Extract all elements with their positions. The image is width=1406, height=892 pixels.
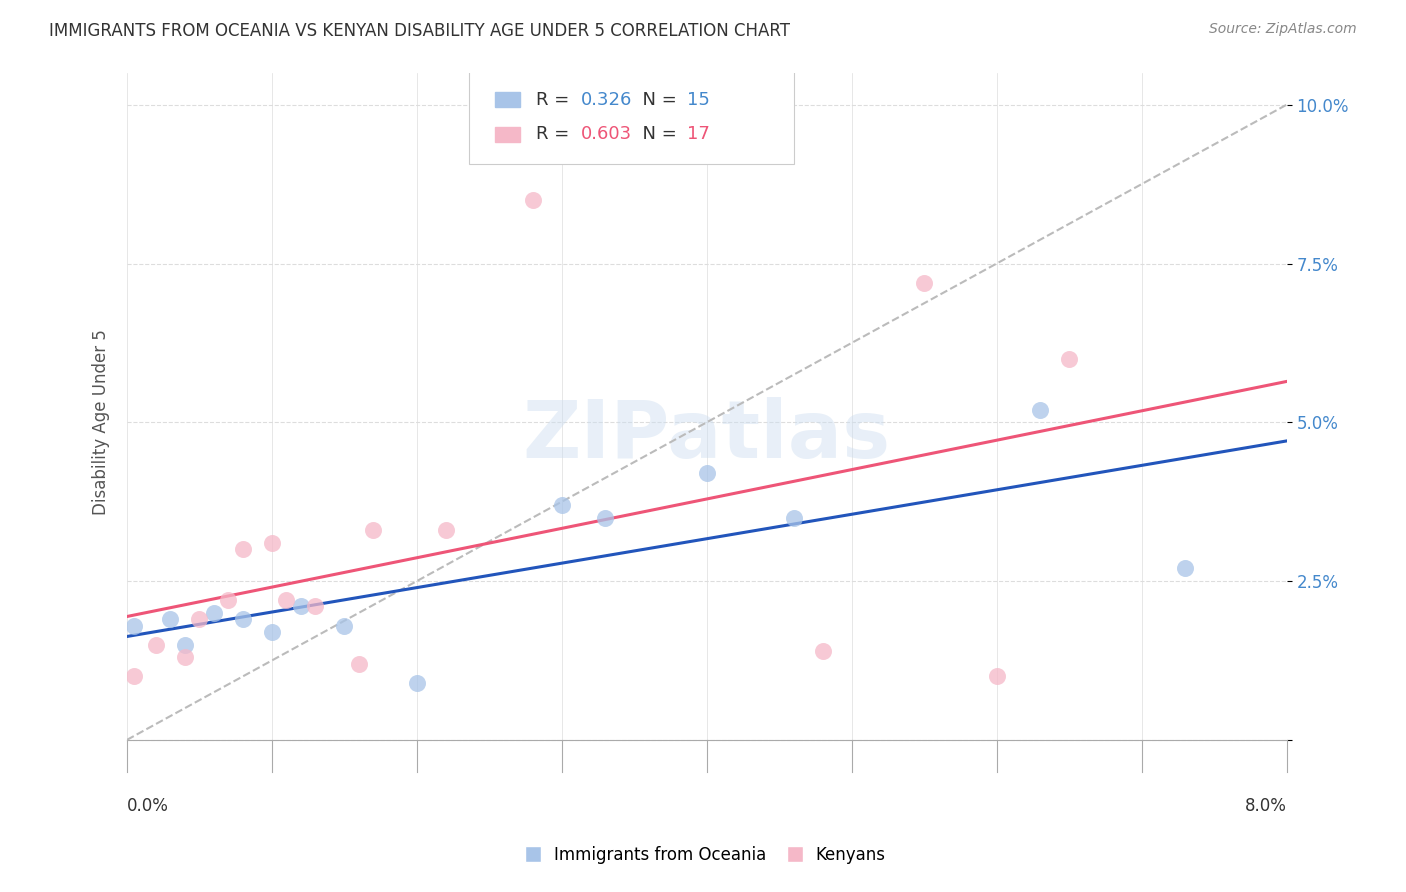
Text: 0.603: 0.603 (581, 126, 631, 144)
Point (232, 612, 254, 626)
FancyBboxPatch shape (470, 70, 794, 164)
Text: N =: N = (631, 90, 683, 109)
Point (1029, 402, 1052, 417)
Point (986, 669, 1008, 683)
Point (174, 638, 197, 652)
Text: N =: N = (631, 126, 683, 144)
Point (347, 657, 370, 671)
Text: 15: 15 (688, 90, 710, 109)
Text: R =: R = (536, 126, 575, 144)
Legend: Immigrants from Oceania, Kenyans: Immigrants from Oceania, Kenyans (513, 839, 893, 871)
Point (260, 536, 283, 550)
Text: IMMIGRANTS FROM OCEANIA VS KENYAN DISABILITY AGE UNDER 5 CORRELATION CHART: IMMIGRANTS FROM OCEANIA VS KENYAN DISABI… (49, 22, 790, 40)
Point (260, 624, 283, 639)
Point (202, 606, 225, 620)
Point (363, 523, 385, 537)
Point (188, 612, 211, 626)
Text: 8.0%: 8.0% (1244, 797, 1286, 815)
Point (145, 638, 167, 652)
Point (551, 498, 574, 512)
Point (783, 510, 806, 524)
Point (304, 599, 326, 614)
Text: 0.326: 0.326 (581, 90, 631, 109)
Point (696, 466, 718, 480)
Point (912, 276, 935, 290)
Point (406, 675, 429, 690)
Text: 0.0%: 0.0% (127, 797, 169, 815)
Text: R =: R = (536, 90, 575, 109)
Point (811, 644, 834, 658)
Point (595, 510, 617, 524)
Point (333, 618, 356, 632)
Point (122, 618, 145, 632)
Point (1174, 561, 1197, 575)
Point (434, 523, 457, 537)
Point (159, 612, 181, 626)
FancyBboxPatch shape (495, 92, 520, 107)
Point (290, 599, 312, 614)
Y-axis label: Disability Age Under 5: Disability Age Under 5 (93, 329, 110, 516)
FancyBboxPatch shape (495, 127, 520, 142)
Point (522, 193, 544, 207)
Text: 17: 17 (688, 126, 710, 144)
Point (232, 542, 254, 557)
Text: ZIPatlas: ZIPatlas (523, 397, 891, 475)
Point (174, 650, 197, 665)
Point (217, 593, 239, 607)
Point (122, 669, 145, 683)
Point (1057, 351, 1080, 366)
Point (276, 593, 298, 607)
Text: Source: ZipAtlas.com: Source: ZipAtlas.com (1209, 22, 1357, 37)
